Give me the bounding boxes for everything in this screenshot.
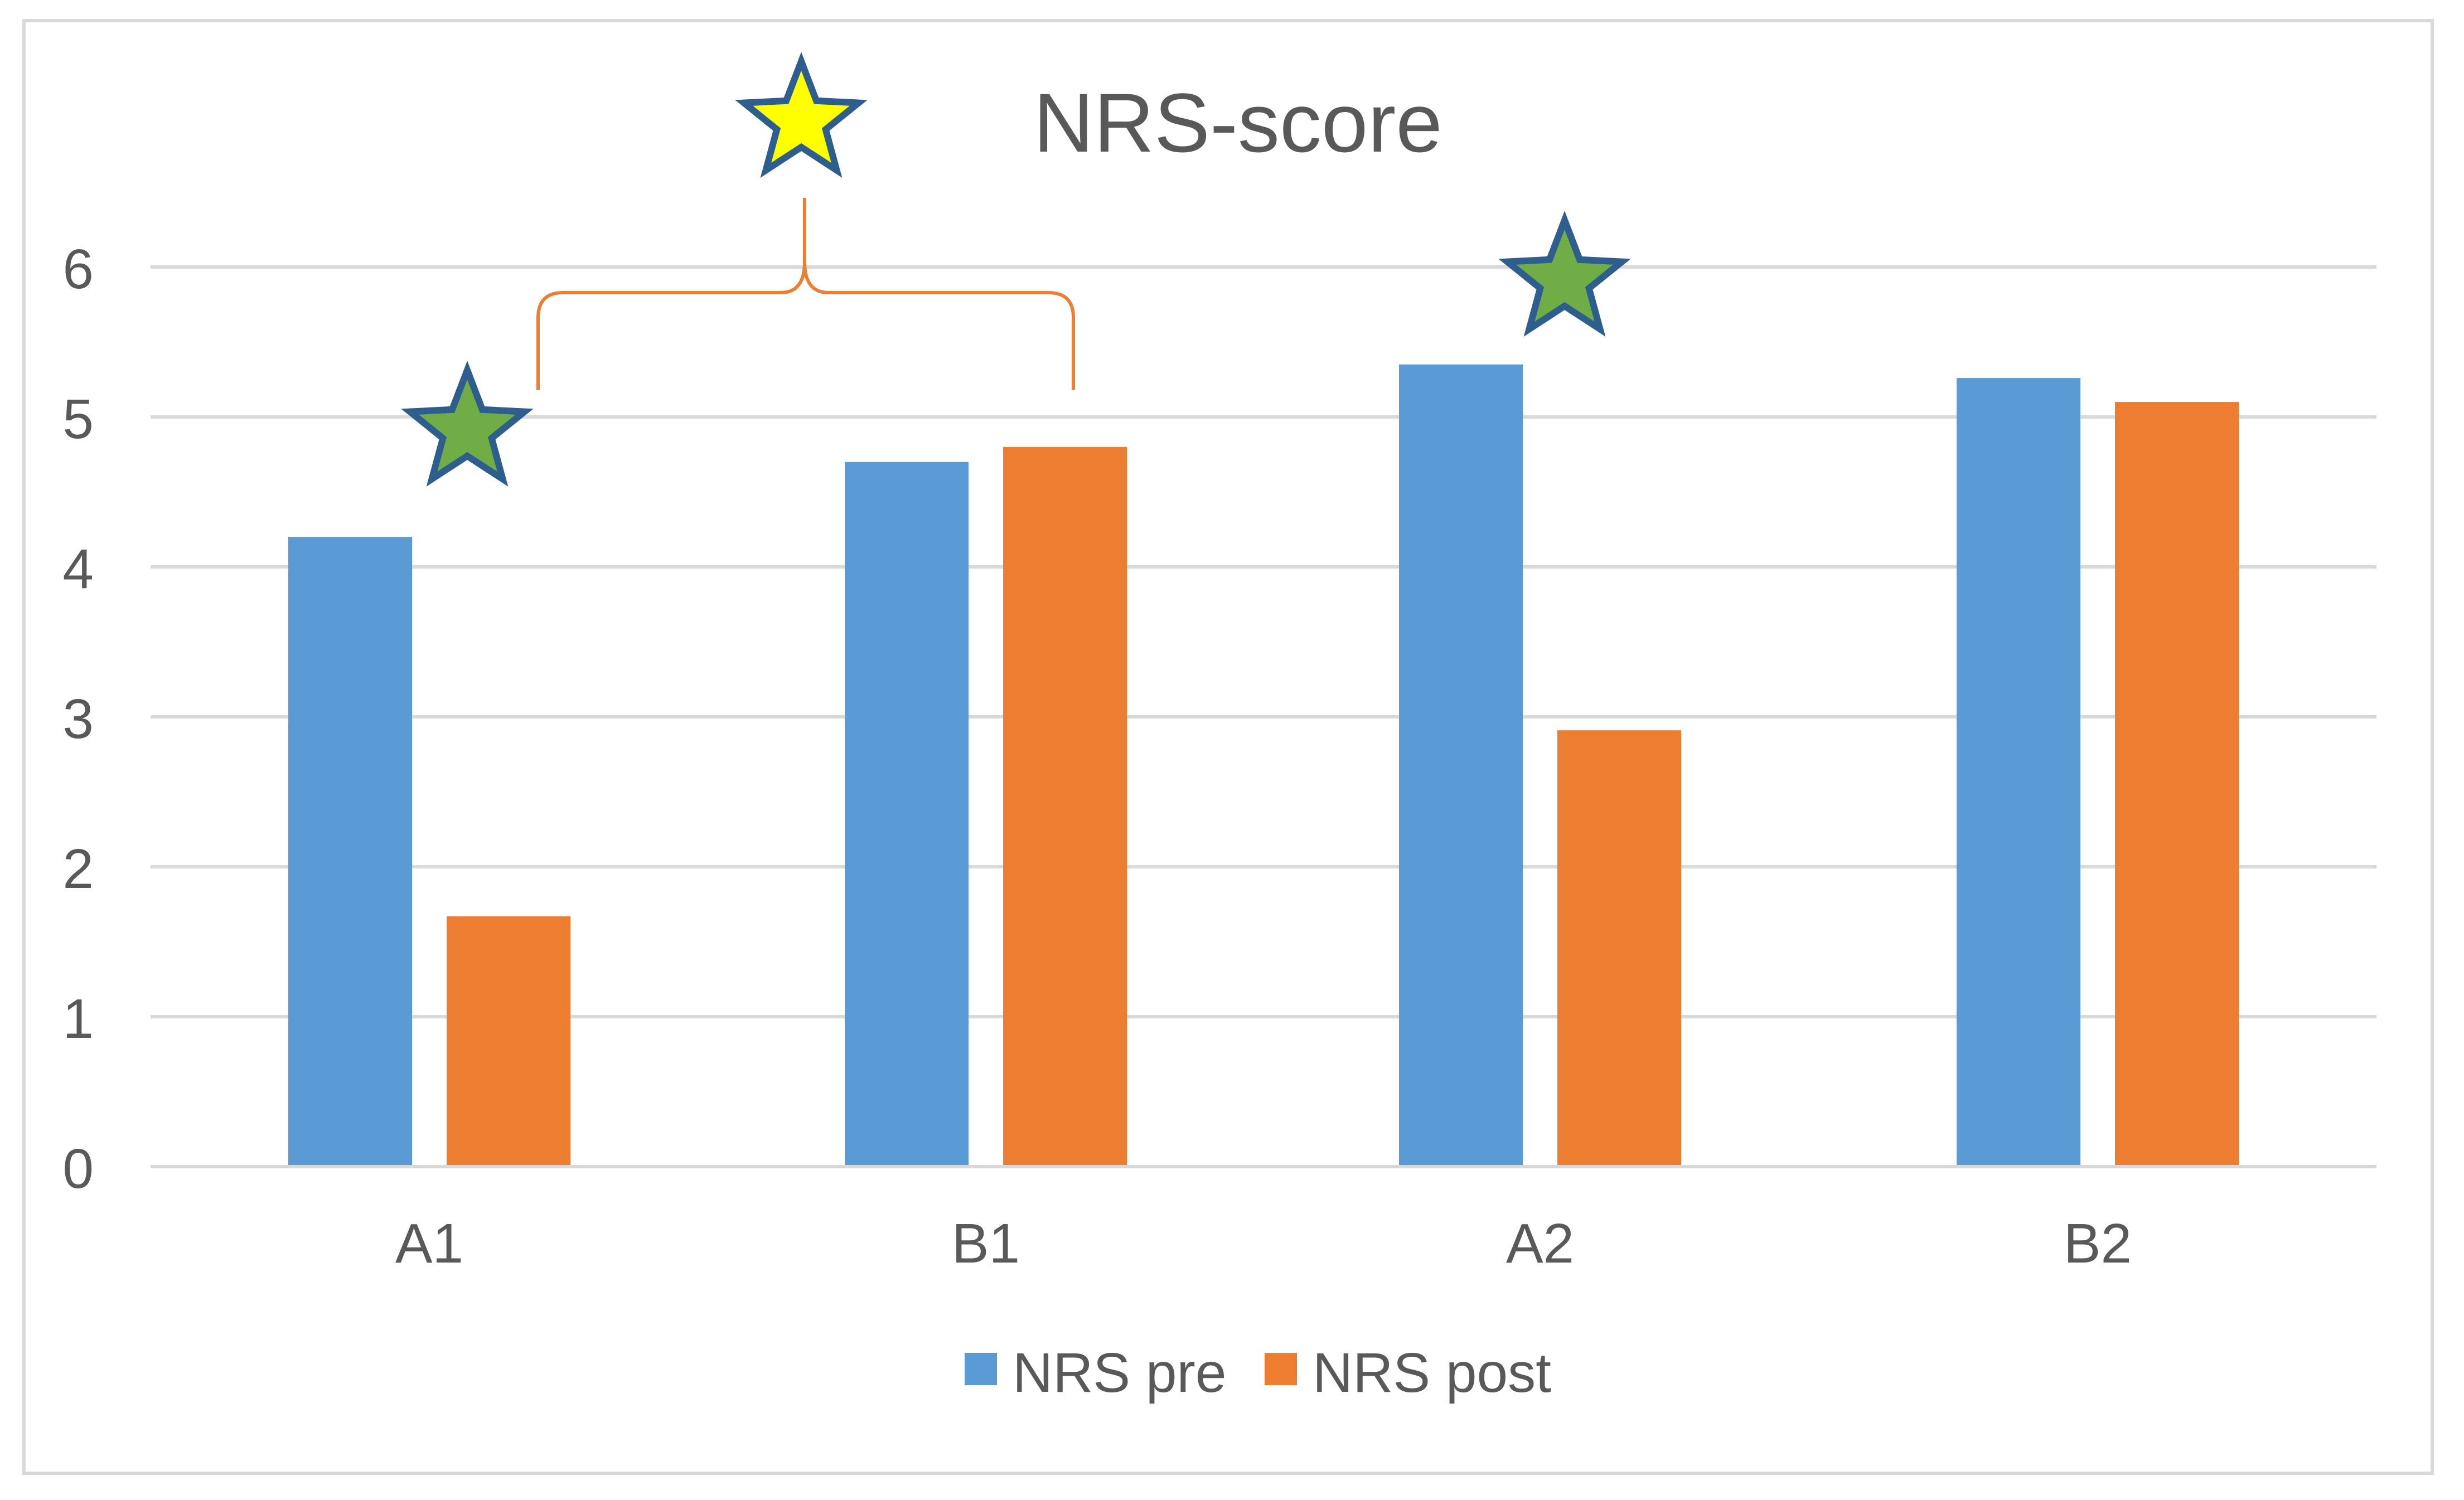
y-tick-label: 5 — [62, 388, 94, 450]
bar-a1-post — [447, 916, 570, 1167]
x-tick-label: A2 — [1506, 1212, 1574, 1275]
x-tick-label: A1 — [395, 1212, 463, 1275]
bar-b1-pre — [845, 462, 969, 1167]
significance-bracket — [536, 198, 1075, 390]
x-tick-label: B2 — [2064, 1212, 2132, 1275]
x-tick-label: B1 — [952, 1212, 1020, 1275]
bar-a1-pre — [288, 537, 412, 1167]
legend-label: NRS pre — [1013, 1342, 1226, 1404]
legend: NRS pre NRS post — [965, 1342, 1551, 1404]
annotations — [401, 52, 1631, 487]
y-tick-label: 0 — [62, 1138, 94, 1200]
bar-b2-post — [2115, 402, 2239, 1167]
bar-a2-pre — [1399, 364, 1523, 1167]
star-icon — [1498, 211, 1631, 337]
y-tick-label: 4 — [62, 538, 94, 600]
legend-swatch-post — [1265, 1353, 1297, 1385]
legend-swatch-pre — [965, 1353, 997, 1385]
y-tick-label: 2 — [62, 838, 94, 900]
chart-title: NRS-score — [1033, 76, 1442, 169]
star-icon — [401, 361, 534, 487]
y-tick-label: 1 — [62, 988, 94, 1050]
legend-label: NRS post — [1313, 1342, 1551, 1404]
star-icon — [735, 52, 868, 178]
y-axis-tick-labels: 0 1 2 3 4 5 6 — [62, 238, 94, 1200]
bar-b2-pre — [1957, 378, 2080, 1167]
bar-b1-post — [1003, 446, 1127, 1167]
x-axis-tick-labels: A1 B1 A2 B2 — [395, 1212, 2132, 1275]
y-tick-label: 3 — [62, 688, 94, 750]
y-tick-label: 6 — [62, 238, 94, 300]
bar-a2-post — [1557, 730, 1681, 1167]
bars — [288, 364, 2239, 1167]
